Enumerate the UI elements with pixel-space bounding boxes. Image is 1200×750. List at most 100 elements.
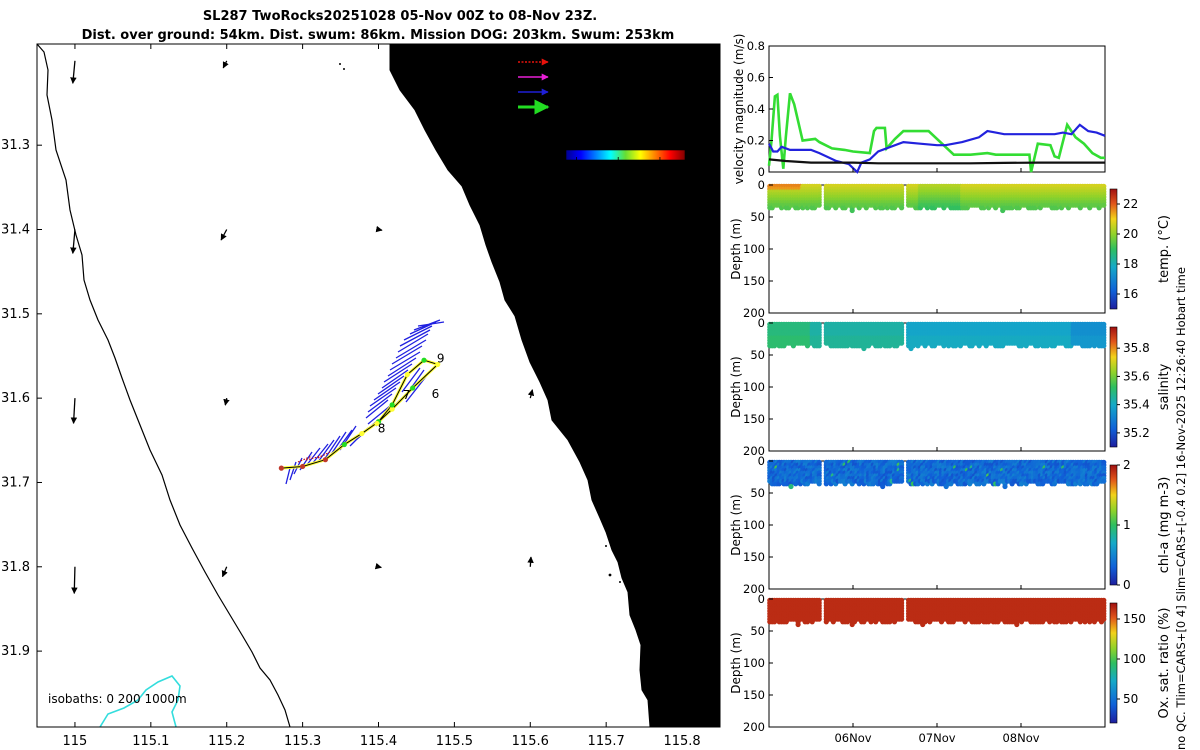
- geo-velocity-arrow: [375, 225, 383, 233]
- temperature-dot: [816, 202, 822, 208]
- velocity-magnitude-panel: 00.20.40.60.8 velocity magnitude (m/s): [732, 34, 1106, 185]
- salinity-ylabel: Depth (m): [729, 356, 743, 417]
- map-panel: 97 68 25cm/s swim vector GPS surface velo…: [1, 43, 721, 749]
- salinity-y-tick-label: 150: [743, 412, 765, 426]
- chlorophyll-y-tick-label: 100: [743, 518, 765, 532]
- legend-entry-dive: dive-avg current veloc.: [518, 85, 686, 99]
- chlorophyll-dot: [1101, 478, 1107, 484]
- chlorophyll-dot: [1002, 483, 1008, 490]
- temperature-dot: [849, 207, 855, 214]
- salinity-dot: [1101, 343, 1107, 349]
- salinity-colorbar: [1109, 326, 1118, 448]
- track-labels: 97 68: [378, 352, 445, 436]
- oxygen-dot: [1014, 621, 1020, 628]
- salinity-profile-dots: [767, 321, 1107, 352]
- velocity-y-ticks: 00.20.40.60.8: [747, 39, 1022, 179]
- legend-label-dive: dive-avg current veloc.: [553, 85, 686, 99]
- oxygen-y-tick-label: 150: [743, 688, 765, 702]
- salinity-y-tick-label: 100: [743, 380, 765, 394]
- legend-entry-geo: sfc geo. vel. 08-Nov-2025: [518, 115, 700, 129]
- temperature-y-tick-label: 150: [743, 274, 765, 288]
- chlorophyll-dot: [899, 478, 905, 484]
- map-y-tick-label: 31.6: [1, 391, 30, 406]
- chlorophyll-y-tick-label: 150: [743, 550, 765, 564]
- oxygen-colorbar-tick-label: 100: [1123, 652, 1146, 666]
- chlorophyll-profile-dots: [767, 459, 1107, 490]
- oxygen-y-tick-label: 100: [743, 656, 765, 670]
- oxygen-y-tick-label: 50: [750, 624, 765, 638]
- chlorophyll-ylabel: Depth (m): [729, 494, 743, 555]
- map-y-tick-label: 31.9: [1, 644, 30, 659]
- glider-track: [278, 357, 441, 471]
- velocity-y-tick-label: 0.2: [747, 134, 765, 148]
- velocity-series-line: [767, 92, 1105, 173]
- track-point: [421, 357, 427, 363]
- track-point: [322, 457, 328, 463]
- chlorophyll-colorbar: [1109, 464, 1118, 586]
- velocity-series: [767, 92, 1106, 174]
- time-marker-label: 4h: [529, 130, 544, 144]
- map-colorbar-ticks: 0 0.2 0.4: [573, 157, 669, 183]
- map-x-tick-label: 115.3: [284, 734, 321, 749]
- swim-vectors: [297, 451, 331, 463]
- temperature-colorbar-tick-label: 18: [1123, 257, 1138, 271]
- geo-velocity-arrow: [222, 60, 229, 69]
- velocity-y-tick-label: 0.4: [747, 102, 765, 116]
- salinity-colorbar-tick-label: 35.2: [1123, 426, 1150, 440]
- legend-label-gps: GPS surface velocity: [553, 70, 671, 84]
- side-note: no QC. Tlim=CARS+[0 4] Slim=CARS+[-0.4 0…: [1174, 267, 1188, 750]
- map-y-tick-label: 31.3: [1, 138, 30, 153]
- temperature-dot: [1101, 202, 1107, 208]
- map-y-ticks: 31.331.431.531.631.731.831.9: [1, 138, 720, 659]
- geo-velocity-arrow: [70, 229, 77, 254]
- track-point: [300, 463, 306, 470]
- geo-velocity-arrow: [220, 229, 228, 241]
- track-label: 8: [378, 422, 386, 436]
- temperature-profile-dots: [767, 183, 1107, 214]
- oxygen-dot: [899, 616, 905, 622]
- track-point: [341, 441, 347, 448]
- salinity-dot: [816, 343, 822, 349]
- legend-label-geo: sfc geo. vel. 08-Nov-2025: [553, 115, 700, 129]
- chlorophyll-colorbar-tick-label: 1: [1123, 518, 1131, 532]
- salinity-dot: [899, 340, 905, 346]
- temperature-colorbar: [1109, 188, 1118, 310]
- velocity-y-tick-label: 0.8: [747, 39, 765, 53]
- velocity-ylabel: velocity magnitude (m/s): [732, 34, 746, 185]
- oxygen-ylabel: Depth (m): [729, 632, 743, 693]
- map-y-tick-label: 31.4: [1, 223, 30, 238]
- oxygen-dot: [1101, 616, 1107, 622]
- isobath-200m: [99, 675, 181, 727]
- geo-velocity-arrow: [527, 556, 534, 567]
- oxygen-y-tick-label: 200: [743, 720, 765, 734]
- map-colorbar: [565, 149, 686, 161]
- oxygen-colorbar: [1109, 602, 1118, 724]
- salinity-y-tick-label: 200: [743, 444, 765, 458]
- chlorophyll-colorbar-tick-label: 0: [1123, 578, 1131, 592]
- map-land: [389, 44, 720, 727]
- temperature-ylabel: Depth (m): [729, 218, 743, 279]
- chlorophyll-dot: [816, 481, 822, 487]
- legend-entry-gps: GPS surface velocity: [518, 70, 671, 84]
- temperature-y-tick-label: 50: [750, 210, 765, 224]
- map-y-tick-label: 31.5: [1, 307, 30, 322]
- track-point: [278, 465, 284, 471]
- isobaths-label: isobaths: 0 200 1000m: [48, 692, 187, 706]
- oxygen-colorbar-tick-label: 150: [1123, 612, 1146, 626]
- temperature-dot: [899, 205, 905, 211]
- salinity-colorbar-label: salinity: [1157, 363, 1172, 410]
- geo-velocity-vectors: [70, 60, 535, 595]
- legend-entry-net: net glider velocity: [518, 99, 657, 115]
- geo-velocity-arrow: [221, 566, 228, 578]
- oxygen-colorbar-tick-label: 50: [1123, 692, 1138, 706]
- time-tick-label: 06Nov: [834, 731, 871, 745]
- chlorophyll-colorbar-label: chl-a (mg m-3): [1157, 477, 1172, 574]
- track-point: [389, 402, 395, 408]
- chlorophyll-colorbar-tick-label: 2: [1123, 458, 1131, 472]
- figure-title-line1: SL287 TwoRocks20251028 05-Nov 00Z to 08-…: [203, 9, 597, 24]
- track-point: [389, 406, 395, 412]
